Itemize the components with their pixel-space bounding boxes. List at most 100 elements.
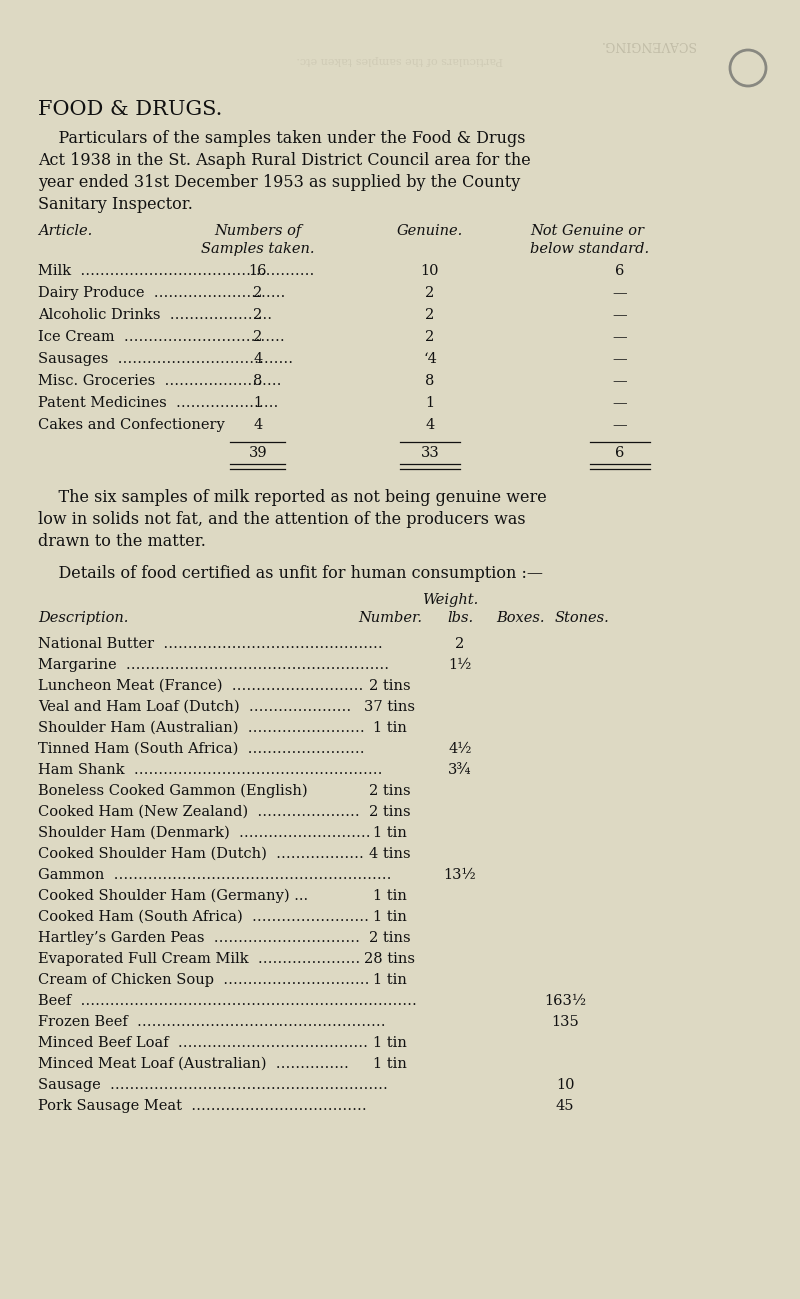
Text: —: — (613, 286, 627, 300)
Text: 135: 135 (551, 1015, 579, 1029)
Text: 1: 1 (254, 396, 262, 410)
Text: Particulars of the samples taken etc.: Particulars of the samples taken etc. (297, 55, 503, 65)
Text: Ham Shank  ……………………………………………: Ham Shank …………………………………………… (38, 763, 382, 777)
Text: 1: 1 (426, 396, 434, 410)
Text: Sanitary Inspector.: Sanitary Inspector. (38, 196, 193, 213)
Text: —: — (613, 352, 627, 366)
Text: Gammon  …………………………………………………: Gammon ………………………………………………… (38, 868, 391, 882)
Text: 4½: 4½ (448, 742, 472, 756)
Text: Margarine  ………………………………………………: Margarine ……………………………………………… (38, 659, 389, 672)
Text: 3¾: 3¾ (448, 763, 472, 777)
Text: Cooked Ham (South Africa)  ……………………: Cooked Ham (South Africa) …………………… (38, 911, 369, 924)
Text: Shoulder Ham (Australian)  ……………………: Shoulder Ham (Australian) …………………… (38, 721, 365, 735)
Text: Veal and Ham Loaf (Dutch)  …………………: Veal and Ham Loaf (Dutch) ………………… (38, 700, 351, 714)
Text: 4: 4 (254, 418, 262, 433)
Text: 1½: 1½ (448, 659, 472, 672)
Text: Boneless Cooked Gammon (English): Boneless Cooked Gammon (English) (38, 785, 308, 799)
Text: Sausages  ………………………………: Sausages ……………………………… (38, 352, 293, 366)
Text: Beef  ……………………………………………………………: Beef …………………………………………………………… (38, 994, 417, 1008)
Text: Luncheon Meat (France)  ………………………: Luncheon Meat (France) ……………………… (38, 679, 363, 692)
Text: 4 tins: 4 tins (369, 847, 411, 861)
Text: 2 tins: 2 tins (369, 785, 411, 798)
Text: 1 tin: 1 tin (373, 911, 407, 924)
Text: 33: 33 (421, 446, 439, 460)
Text: Cooked Shoulder Ham (Dutch)  ………………: Cooked Shoulder Ham (Dutch) ……………… (38, 847, 364, 861)
Text: Evaporated Full Cream Milk  …………………: Evaporated Full Cream Milk ………………… (38, 952, 360, 966)
Text: The six samples of milk reported as not being genuine were: The six samples of milk reported as not … (38, 488, 546, 507)
Text: 28 tins: 28 tins (365, 952, 415, 966)
Text: Sausage  …………………………………………………: Sausage ………………………………………………… (38, 1078, 388, 1092)
Text: 4: 4 (254, 352, 262, 366)
Text: Misc. Groceries  ……………………: Misc. Groceries …………………… (38, 374, 282, 388)
Text: 1 tin: 1 tin (373, 973, 407, 987)
Text: low in solids not fat, and the attention of the producers was: low in solids not fat, and the attention… (38, 511, 526, 527)
Text: 10: 10 (421, 264, 439, 278)
Text: Ice Cream  ……………………………: Ice Cream …………………………… (38, 330, 285, 344)
Text: Not Genuine or: Not Genuine or (530, 223, 644, 238)
Text: drawn to the matter.: drawn to the matter. (38, 533, 206, 549)
Text: Number.: Number. (358, 611, 422, 625)
Text: —: — (613, 396, 627, 410)
Text: 2 tins: 2 tins (369, 679, 411, 692)
Text: below standard.: below standard. (530, 242, 649, 256)
Text: 1 tin: 1 tin (373, 889, 407, 903)
Text: Tinned Ham (South Africa)  ……………………: Tinned Ham (South Africa) …………………… (38, 742, 365, 756)
Text: 2: 2 (455, 637, 465, 651)
Text: Cooked Shoulder Ham (Germany) ...: Cooked Shoulder Ham (Germany) ... (38, 889, 308, 903)
Text: 2: 2 (426, 286, 434, 300)
Text: Boxes.: Boxes. (496, 611, 544, 625)
Text: 39: 39 (249, 446, 267, 460)
Text: Act 1938 in the St. Asaph Rural District Council area for the: Act 1938 in the St. Asaph Rural District… (38, 152, 530, 169)
Text: 2: 2 (254, 330, 262, 344)
Text: 2: 2 (254, 308, 262, 322)
Text: lbs.: lbs. (447, 611, 473, 625)
Text: Numbers of: Numbers of (214, 223, 302, 238)
Text: Cakes and Confectionery: Cakes and Confectionery (38, 418, 225, 433)
Text: 6: 6 (615, 264, 625, 278)
Text: Shoulder Ham (Denmark)  ………………………: Shoulder Ham (Denmark) ……………………… (38, 826, 370, 840)
Text: 2 tins: 2 tins (369, 931, 411, 944)
Text: 10: 10 (556, 1078, 574, 1092)
Text: FOOD & DRUGS.: FOOD & DRUGS. (38, 100, 222, 120)
Text: Hartley’s Garden Peas  …………………………: Hartley’s Garden Peas ………………………… (38, 931, 360, 944)
Text: Patent Medicines  …………………: Patent Medicines ………………… (38, 396, 278, 410)
Text: —: — (613, 330, 627, 344)
Text: —: — (613, 418, 627, 433)
Text: Minced Meat Loaf (Australian)  ……………: Minced Meat Loaf (Australian) …………… (38, 1057, 349, 1070)
Text: Frozen Beef  ……………………………………………: Frozen Beef …………………………………………… (38, 1015, 386, 1029)
Text: Weight.: Weight. (422, 594, 478, 607)
Text: 6: 6 (615, 446, 625, 460)
Text: Milk  …………………………………………: Milk ………………………………………… (38, 264, 314, 278)
Text: 13½: 13½ (444, 868, 476, 882)
Text: Alcoholic Drinks  …………………: Alcoholic Drinks ………………… (38, 308, 272, 322)
Text: 4: 4 (426, 418, 434, 433)
Text: Samples taken.: Samples taken. (202, 242, 314, 256)
Text: 2: 2 (426, 330, 434, 344)
Text: 2: 2 (426, 308, 434, 322)
Text: Pork Sausage Meat  ………………………………: Pork Sausage Meat ……………………………… (38, 1099, 366, 1113)
Text: —: — (613, 308, 627, 322)
Text: National Butter  ………………………………………: National Butter ……………………………………… (38, 637, 382, 651)
Text: 8: 8 (426, 374, 434, 388)
Text: —: — (613, 374, 627, 388)
Text: Minced Beef Loaf  …………………………………: Minced Beef Loaf ………………………………… (38, 1037, 368, 1050)
Text: ‘4: ‘4 (423, 352, 437, 366)
Text: 37 tins: 37 tins (365, 700, 415, 714)
Text: 8: 8 (254, 374, 262, 388)
Text: 1 tin: 1 tin (373, 826, 407, 840)
Text: Cream of Chicken Soup  …………………………: Cream of Chicken Soup ………………………… (38, 973, 370, 987)
Text: 1 tin: 1 tin (373, 1057, 407, 1070)
Text: 2 tins: 2 tins (369, 805, 411, 818)
Text: 16: 16 (249, 264, 267, 278)
Text: Cooked Ham (New Zealand)  …………………: Cooked Ham (New Zealand) ………………… (38, 805, 360, 818)
Text: 1 tin: 1 tin (373, 721, 407, 735)
Text: Description.: Description. (38, 611, 128, 625)
Text: Particulars of the samples taken under the Food & Drugs: Particulars of the samples taken under t… (38, 130, 526, 147)
Text: Article.: Article. (38, 223, 92, 238)
Text: Genuine.: Genuine. (397, 223, 463, 238)
Text: 1 tin: 1 tin (373, 1037, 407, 1050)
Text: SCAVENGING.: SCAVENGING. (600, 38, 695, 51)
Text: 45: 45 (556, 1099, 574, 1113)
Text: year ended 31st December 1953 as supplied by the County: year ended 31st December 1953 as supplie… (38, 174, 520, 191)
Text: 163½: 163½ (544, 994, 586, 1008)
